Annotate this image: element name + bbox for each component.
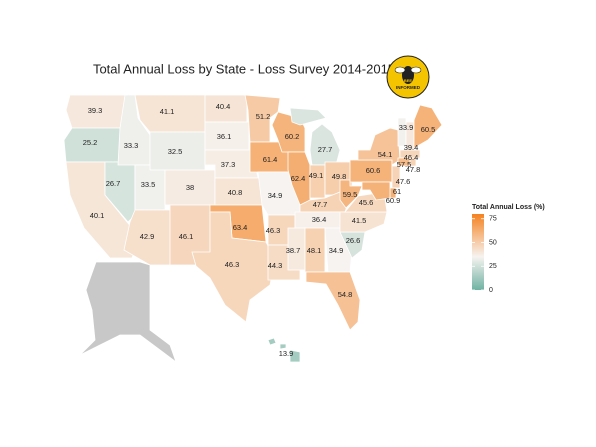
state: [191, 211, 277, 323]
state: [361, 181, 391, 201]
state: [279, 343, 287, 350]
value-label: 47.6: [396, 177, 411, 186]
value-label: 60.9: [386, 196, 401, 205]
value-label: 59.5: [343, 190, 358, 199]
value-label: 61: [393, 187, 401, 196]
value-label: 38.7: [286, 246, 301, 255]
value-label: 47.7: [313, 200, 328, 209]
logo: BEE INFORMED: [386, 55, 430, 99]
value-label: 36.4: [312, 215, 327, 224]
states: [63, 94, 443, 364]
value-label: 25.2: [83, 138, 98, 147]
value-label: 57.5: [397, 160, 412, 169]
value-label: 32.5: [168, 147, 183, 156]
value-label: 44.3: [268, 261, 283, 270]
legend-tick-label: 75: [489, 216, 497, 223]
logo-text: INFORMED: [396, 85, 421, 90]
value-label: 42.9: [140, 232, 155, 241]
value-label: 13.9: [279, 349, 294, 358]
value-label: 26.6: [346, 236, 361, 245]
value-label: 46.3: [266, 226, 281, 235]
value-label: 61.4: [263, 155, 278, 164]
value-label: 60.6: [366, 166, 381, 175]
value-label: 49.1: [309, 171, 324, 180]
value-label: 40.8: [228, 188, 243, 197]
state: [289, 349, 301, 363]
value-label: 39.3: [88, 106, 103, 115]
state: [309, 123, 341, 166]
legend-tick-label: 50: [489, 239, 497, 246]
value-label: 63.4: [233, 223, 248, 232]
state: [391, 165, 401, 189]
value-label: 46.3: [225, 260, 240, 269]
value-label: 54.8: [338, 290, 353, 299]
value-label: 41.5: [352, 216, 367, 225]
value-label: 60.5: [421, 125, 436, 134]
state: [289, 107, 327, 126]
value-label: 60.2: [285, 132, 300, 141]
value-label: 39.4: [404, 143, 419, 152]
chart-title: Total Annual Loss by State - Loss Survey…: [93, 61, 395, 76]
state: [309, 164, 326, 199]
value-label: 62.4: [291, 174, 306, 183]
value-label: 46.1: [179, 232, 194, 241]
value-label: 26.7: [106, 179, 121, 188]
value-label: 37.3: [221, 160, 236, 169]
value-label: 49.8: [332, 172, 347, 181]
value-label: 54.1: [378, 150, 393, 159]
value-label: 34.9: [268, 191, 283, 200]
state: [79, 261, 177, 364]
value-label: 45.6: [359, 198, 374, 207]
value-label: 51.2: [256, 112, 271, 121]
state: [305, 271, 361, 331]
value-label: 48.1: [307, 246, 322, 255]
legend-title: Total Annual Loss (%): [472, 204, 545, 211]
logo-text: BEE: [404, 78, 413, 83]
value-label: 47.8: [406, 165, 421, 174]
legend-colorbar: [472, 214, 484, 290]
value-label: 34.9: [329, 246, 344, 255]
value-label: 33.5: [141, 180, 156, 189]
state: [399, 149, 421, 159]
state: [409, 157, 417, 167]
value-label: 41.1: [160, 107, 175, 116]
value-label: 36.1: [217, 132, 232, 141]
value-label: 40.4: [216, 102, 231, 111]
value-label: 46.4: [404, 153, 419, 162]
state: [413, 104, 443, 149]
state: [244, 94, 281, 143]
logo-wing: [394, 66, 406, 74]
value-label: 38: [186, 183, 194, 192]
logo-wing: [410, 66, 422, 74]
value-label: 33.9: [399, 123, 414, 132]
state: [267, 337, 277, 346]
value-label: 33.3: [124, 141, 139, 150]
legend-tick-label: 0: [489, 287, 493, 294]
value-label: 40.1: [90, 211, 105, 220]
legend-tick-label: 25: [489, 263, 497, 270]
value-label: 27.7: [318, 145, 333, 154]
state: [357, 127, 401, 166]
